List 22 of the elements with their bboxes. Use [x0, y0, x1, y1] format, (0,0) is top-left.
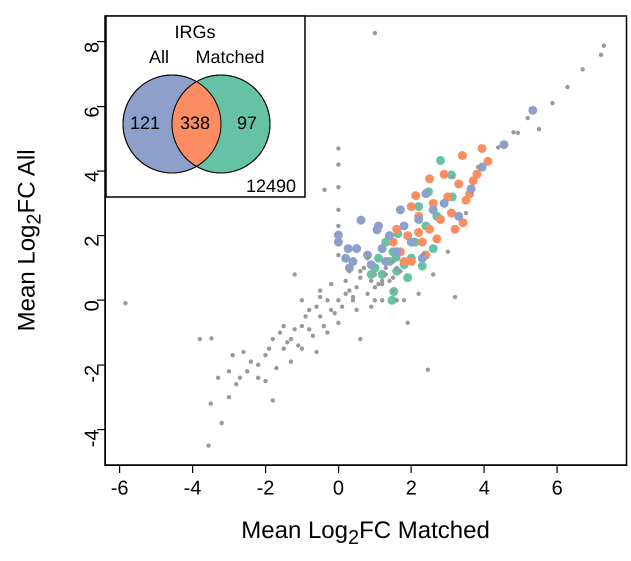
- annotation: IRGs: [174, 22, 216, 42]
- annotation: 97: [236, 113, 258, 133]
- annotation: Matched: [195, 47, 265, 67]
- y-tick-label: 6: [82, 106, 104, 118]
- x-tick-label: 2: [406, 478, 417, 500]
- x-tick-label: -4: [184, 478, 202, 500]
- annotation: 338: [180, 113, 210, 133]
- y-tick-label: -4: [82, 429, 104, 448]
- y-tick-label: 0: [82, 300, 104, 312]
- y-tick-label: 2: [82, 236, 104, 247]
- x-axis-title: Mean Log$_{2}$FC Matched: [241, 517, 490, 550]
- x-tick-label: -2: [256, 478, 274, 500]
- x-tick-label: -6: [110, 478, 128, 500]
- annotation: All: [148, 47, 170, 67]
- x-tick-label: 4: [478, 478, 490, 500]
- y-tick-label: 4: [82, 171, 104, 182]
- y-tick-label: 8: [82, 42, 104, 53]
- x-tick-label: 6: [552, 478, 563, 500]
- x-tick-label: 0: [332, 478, 344, 500]
- annotation: 12490: [246, 176, 296, 196]
- y-tick-label: -2: [82, 364, 104, 383]
- annotation: 121: [130, 113, 160, 133]
